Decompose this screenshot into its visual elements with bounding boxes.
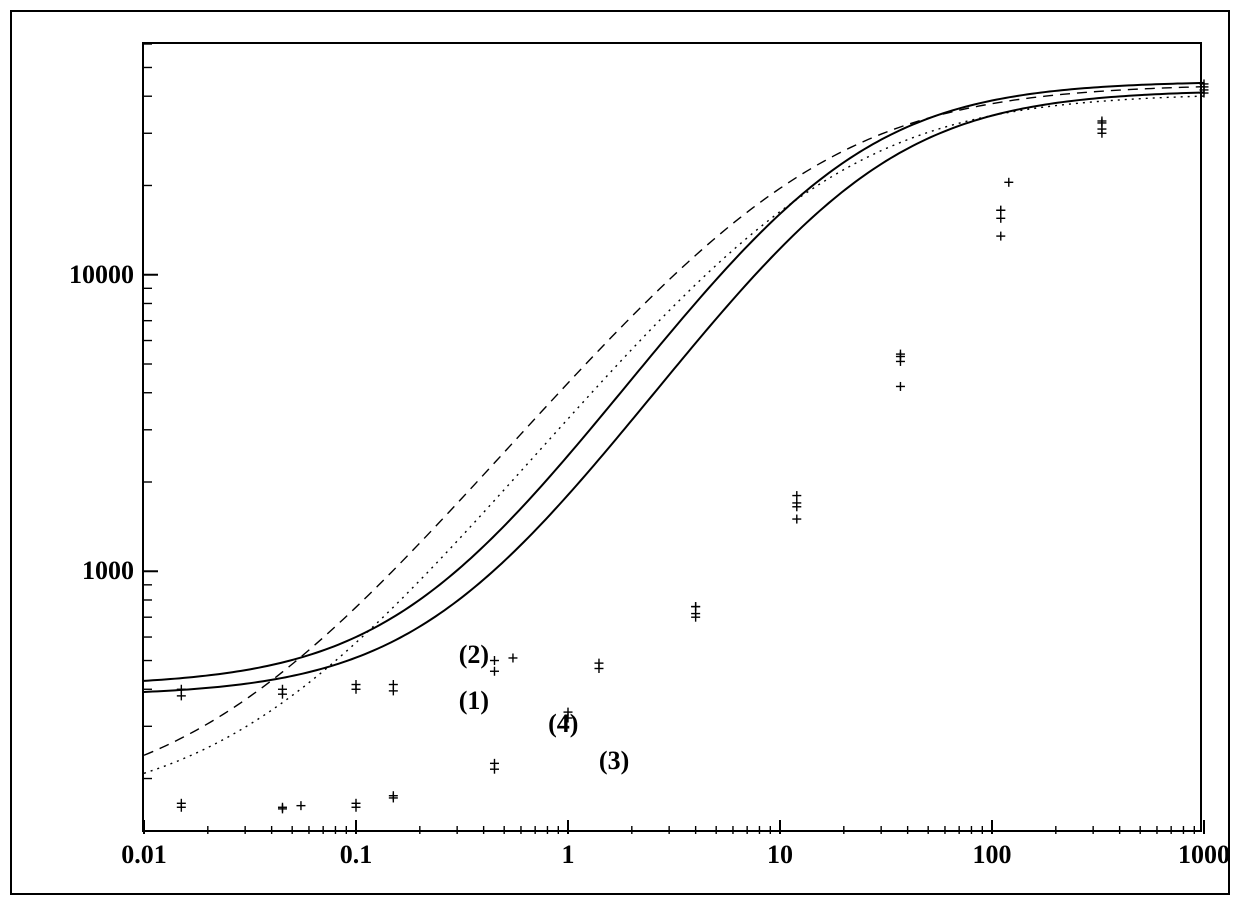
- y-tick-label: 10000: [69, 260, 134, 290]
- plot-area: 0.010.11101001000100010000(1)(2)(3)(4): [142, 42, 1202, 832]
- series-label-4: (4): [548, 709, 578, 739]
- outer-frame: 0.01 0.1 1 10 100 1000 1000 10000 (1) (2) (3) (4): [10, 10, 1230, 895]
- series-label-1: (1): [459, 686, 489, 716]
- x-tick-label: 100: [973, 840, 1012, 870]
- chart-curves: [144, 44, 1204, 834]
- series-label-3: (3): [599, 746, 629, 776]
- series-label-2: (2): [459, 640, 489, 670]
- x-tick-label: 0.1: [340, 840, 373, 870]
- x-tick-label: 0.01: [121, 840, 167, 870]
- x-tick-label: 1: [562, 840, 575, 870]
- y-tick-label: 1000: [82, 556, 134, 586]
- x-tick-label: 10: [767, 840, 793, 870]
- x-tick-label: 1000: [1178, 840, 1230, 870]
